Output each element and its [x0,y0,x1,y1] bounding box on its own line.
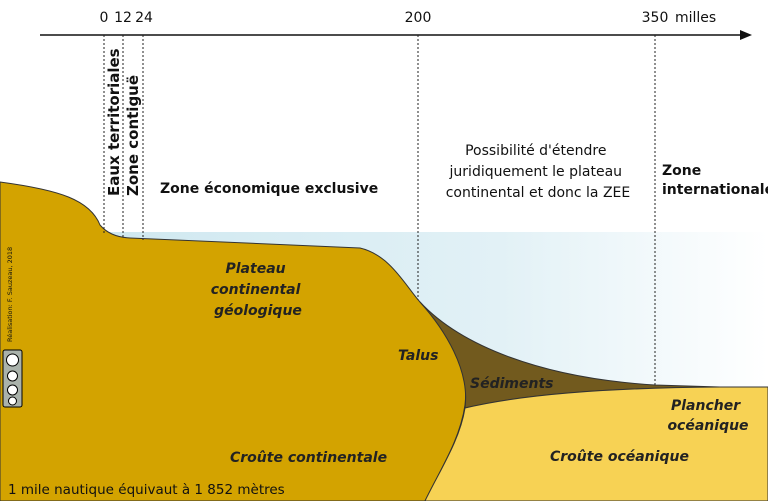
axis-label: 200 [405,10,432,26]
layer-label: Plateau continental géologique [211,261,306,319]
zone-label: Eaux territoriales [105,48,123,196]
axis-arrow [740,30,752,40]
line: géologique [214,303,302,319]
license-icon [7,370,18,382]
credit: Réalisation: F. Sauzeau, 2018 [6,247,14,342]
zone-label: Zone contiguë [124,75,142,196]
layer-label: Croûte océanique [550,449,689,465]
zone-label: Zone économique exclusive [160,181,378,197]
note: 1 mile nautique équivaut à 1 852 mètres [8,482,285,498]
sea [100,232,768,387]
zone-label: Zone internationale [662,163,768,198]
line: continental et donc la ZEE [446,185,631,201]
axis-label: 24 [135,10,153,26]
line: continental [211,282,301,298]
line: Plateau [226,261,286,277]
axis-label: 350 [642,10,669,26]
axis-label: 0 [100,10,109,26]
line: internationale [662,182,768,198]
layer-label: Croûte continentale [230,450,387,466]
oceanic-crust [424,386,768,501]
layer-label: Sédiments [470,376,553,392]
axis-label: 12 [114,10,132,26]
license-icon [8,396,17,406]
line: Zone [662,163,701,179]
line: Possibilité d'étendre [465,143,606,159]
layer-label: Plancher océanique [667,398,748,434]
line: océanique [667,418,748,434]
layer-label: Talus [398,348,438,364]
line: juridiquement le plateau [449,164,622,180]
line: Plancher [671,398,741,414]
axis-unit: milles [675,10,716,26]
license-icon [7,384,18,396]
zone-label: Possibilité d'étendre juridiquement le p… [446,143,631,201]
license-icon [6,353,19,367]
